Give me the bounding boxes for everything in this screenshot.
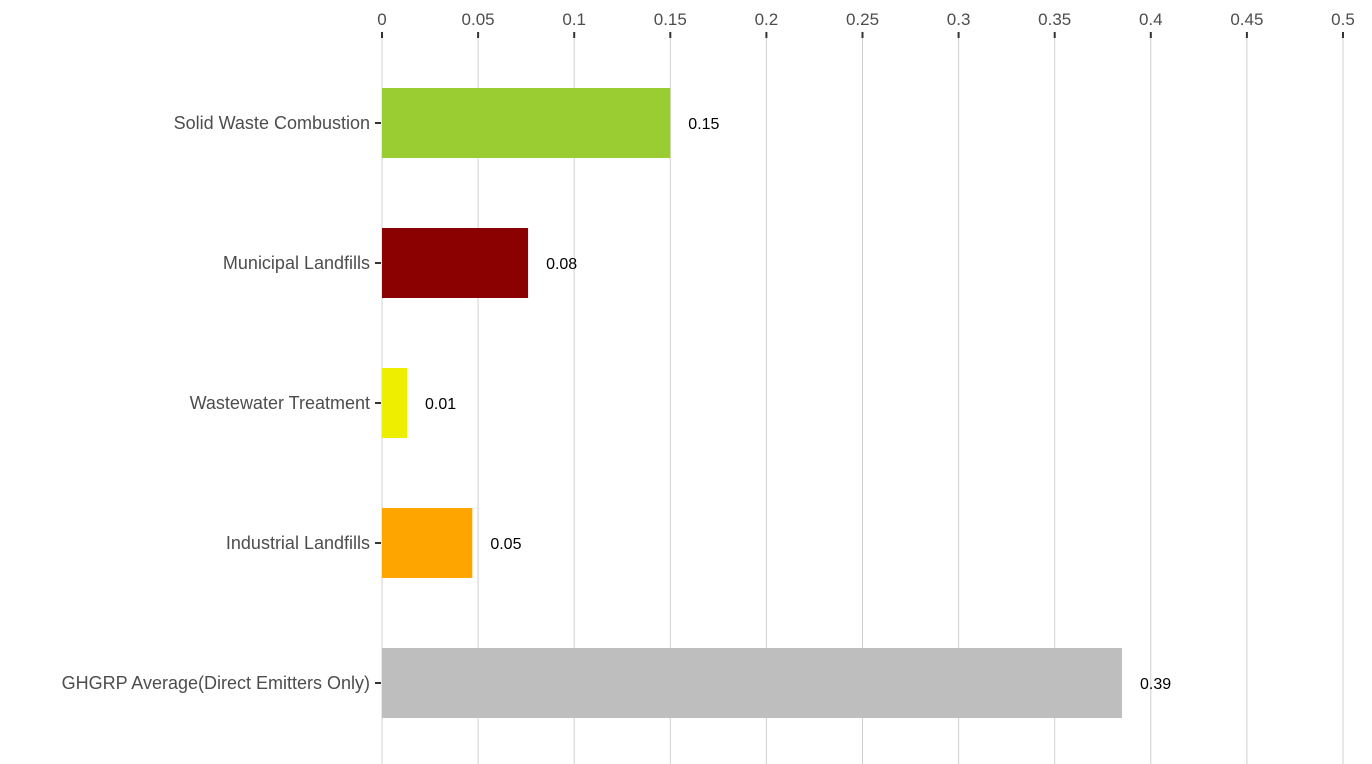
x-tick-label: 0.05	[462, 10, 495, 29]
category-label: Municipal Landfills	[223, 253, 370, 273]
data-label: 0.05	[490, 536, 521, 553]
bars: 0.15 0.08 0.01 0.05 0.39	[382, 88, 1171, 718]
x-tick-label: 0.45	[1230, 10, 1263, 29]
data-label: 0.15	[688, 116, 719, 133]
x-tick-label: 0.25	[846, 10, 879, 29]
x-tick-label: 0.15	[654, 10, 687, 29]
bar	[382, 88, 671, 158]
x-tick-label: 0.3	[947, 10, 971, 29]
bar	[382, 508, 473, 578]
category-label: GHGRP Average(Direct Emitters Only)	[62, 673, 370, 693]
category-labels: Solid Waste Combustion Municipal Landfill…	[62, 113, 381, 693]
x-tick-label: 0.2	[755, 10, 779, 29]
category-label: Solid Waste Combustion	[174, 113, 370, 133]
x-tick-label: 0.5	[1331, 10, 1355, 29]
category-label: Wastewater Treatment	[190, 393, 370, 413]
data-label: 0.01	[425, 396, 456, 413]
data-label: 0.39	[1140, 676, 1171, 693]
x-tick-label: 0.4	[1139, 10, 1163, 29]
x-tick-label: 0.35	[1038, 10, 1071, 29]
x-tick-label: 0.1	[562, 10, 586, 29]
category-label: Industrial Landfills	[226, 533, 370, 553]
bar	[382, 368, 407, 438]
x-tick-label: 0	[377, 10, 386, 29]
data-label: 0.08	[546, 256, 577, 273]
bar	[382, 648, 1122, 718]
grid-lines	[381, 38, 1344, 764]
x-axis: 0 0.05 0.1 0.15 0.2 0.25 0.3 0.35 0.4 0.45 0.5	[377, 10, 1355, 38]
bar	[382, 228, 529, 298]
